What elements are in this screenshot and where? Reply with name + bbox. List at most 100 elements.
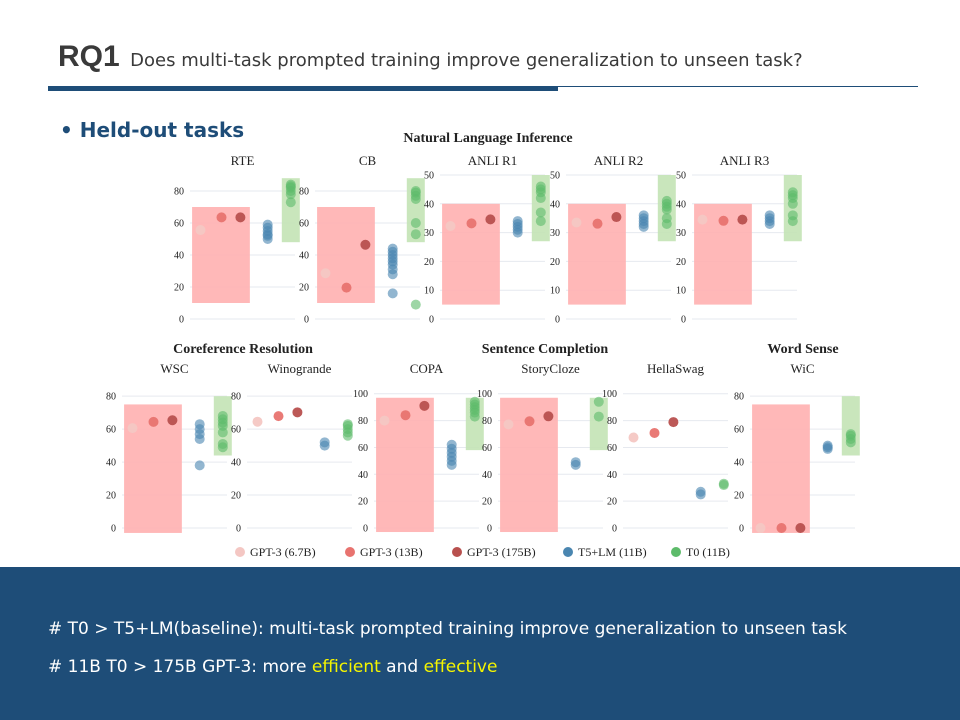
point-t0: [469, 396, 480, 407]
tick-label: 20: [231, 491, 241, 502]
point-gpt3-13b: [592, 218, 603, 229]
tick-label: 80: [607, 416, 617, 427]
point-t5-lm: [262, 219, 273, 230]
legend-label: T0 (11B): [686, 545, 730, 559]
point-t5-lm: [570, 457, 581, 468]
tick-label: 100: [602, 389, 617, 400]
legend-marker-gpt3-13b: [345, 547, 355, 557]
takeaway-line-2-prefix: # 11B T0 > 175B GPT-3: more: [48, 657, 312, 677]
panel-anli2: 0 10 20 30 40 50 ANLI R2: [550, 153, 676, 326]
tick-label: 0: [363, 524, 368, 535]
legend-label: T5+LM (11B): [578, 545, 647, 559]
point-gpt3-13b: [400, 410, 411, 421]
tick-label: 40: [299, 251, 309, 262]
tick-label: 60: [607, 443, 617, 454]
tick-label: 10: [550, 286, 560, 297]
point-t5-lm: [512, 216, 523, 227]
point-gpt3-175b: [419, 400, 430, 411]
point-t0: [217, 410, 228, 421]
tick-label: 80: [358, 416, 368, 427]
tick-label: 0: [236, 524, 241, 535]
point-gpt3-13b: [524, 416, 535, 427]
point-t0: [593, 396, 604, 407]
point-t5-lm: [194, 419, 205, 430]
point-t0: [410, 186, 421, 196]
point-gpt3-175b: [360, 239, 371, 250]
tick-label: 0: [179, 315, 184, 326]
panel-title: COPA: [410, 361, 444, 376]
point-gpt3-6-7b: [628, 432, 639, 443]
gpt3-range-band: [192, 207, 250, 303]
tick-label: 0: [681, 315, 686, 326]
panel-anli3: 0 10 20 30 40 50 ANLI R3: [676, 153, 802, 326]
tick-label: 0: [612, 524, 617, 535]
point-gpt3-175b: [668, 417, 679, 428]
tick-label: 40: [106, 458, 116, 469]
point-t0: [342, 419, 353, 430]
point-gpt3-175b: [611, 212, 622, 223]
point-t5-lm: [446, 439, 457, 450]
point-t0: [285, 197, 296, 208]
point-gpt3-175b: [292, 407, 303, 418]
title-rule-thick: [48, 86, 558, 91]
point-gpt3-13b: [466, 218, 477, 229]
tick-label: 0: [739, 524, 744, 535]
point-t5-lm: [387, 288, 398, 299]
point-gpt3-6-7b: [571, 217, 582, 228]
tick-label: 80: [734, 392, 744, 403]
tick-label: 100: [353, 389, 368, 400]
point-gpt3-13b: [776, 523, 787, 533]
tick-label: 60: [734, 425, 744, 436]
legend-label: GPT-3 (175B): [467, 545, 536, 559]
tick-label: 80: [174, 187, 184, 198]
tick-label: 0: [555, 315, 560, 326]
tick-label: 50: [424, 171, 434, 182]
point-t0: [718, 478, 729, 489]
point-gpt3-175b: [485, 214, 496, 225]
tick-label: 20: [734, 491, 744, 502]
point-t0: [787, 210, 798, 221]
panel-title: WiC: [790, 361, 814, 376]
panel-wino: 0 20 40 60 80 Winogrande: [231, 361, 353, 535]
panel-rte: 0 20 40 60 80 RTE: [174, 153, 300, 326]
tick-label: 10: [424, 286, 434, 297]
tick-label: 20: [482, 497, 492, 508]
point-t0: [535, 207, 546, 218]
tick-label: 40: [231, 458, 241, 469]
panel-title: ANLI R3: [720, 153, 769, 168]
legend-marker-gpt3-175b: [452, 547, 462, 557]
tick-label: 10: [676, 286, 686, 297]
tick-label: 20: [607, 497, 617, 508]
tick-label: 80: [106, 392, 116, 403]
tick-label: 20: [676, 257, 686, 268]
takeaway-line-1: # T0 > T5+LM(baseline): multi-task promp…: [48, 619, 848, 639]
point-t5-lm: [764, 210, 775, 221]
point-gpt3-6-7b: [445, 220, 456, 231]
tick-label: 0: [111, 524, 116, 535]
tick-label: 30: [424, 228, 434, 239]
legend-marker-gpt3-6-7b: [235, 547, 245, 557]
point-gpt3-175b: [737, 214, 748, 225]
point-t0: [787, 187, 798, 198]
point-gpt3-13b: [341, 282, 352, 293]
tick-label: 50: [550, 171, 560, 182]
tick-label: 80: [299, 187, 309, 198]
point-t5-lm: [194, 460, 205, 471]
tick-label: 60: [231, 425, 241, 436]
tick-label: 60: [174, 219, 184, 230]
tick-label: 40: [174, 251, 184, 262]
point-t0: [285, 179, 296, 190]
point-t0: [410, 299, 421, 310]
point-gpt3-13b: [649, 427, 660, 438]
tick-label: 60: [299, 219, 309, 230]
point-t0: [535, 216, 546, 227]
panels: 0 20 40 60 80 RTE 0 20 40 60 80 CB 0 10 20 30 40 50 ANLI R…: [106, 153, 860, 535]
panel-title: WSC: [160, 361, 188, 376]
point-t5-lm: [638, 210, 649, 221]
tick-label: 100: [477, 389, 492, 400]
tick-label: 40: [482, 470, 492, 481]
point-gpt3-13b: [148, 416, 159, 427]
tick-label: 40: [607, 470, 617, 481]
research-question: Does multi-task prompted training improv…: [130, 50, 803, 71]
highlight-efficient: efficient: [311, 657, 381, 677]
